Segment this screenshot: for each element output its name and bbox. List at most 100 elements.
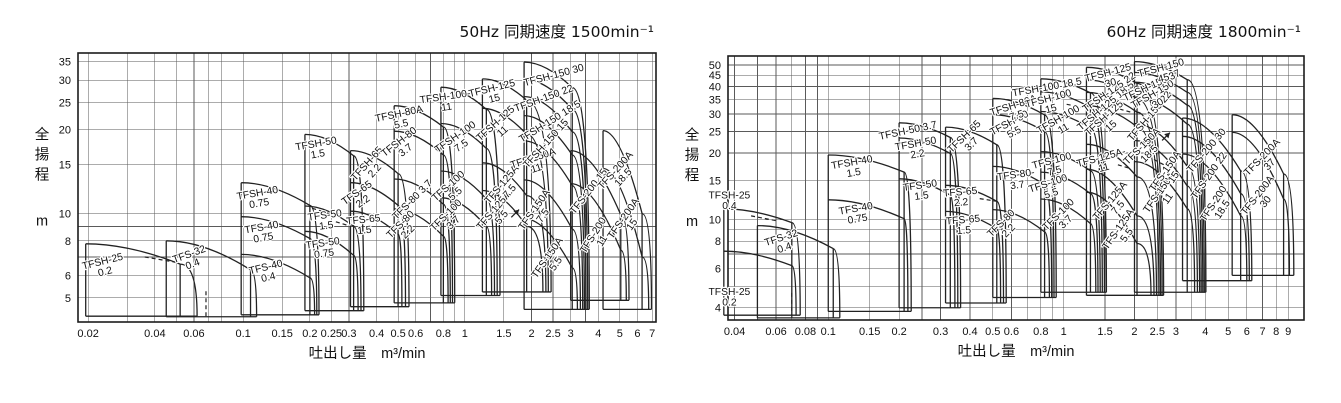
y-tick-label: 15 bbox=[59, 159, 71, 171]
pump-curve-TFS-80-2.2 bbox=[394, 208, 449, 303]
x-axis-label: 吐出し量 m³/min bbox=[309, 345, 426, 362]
x-tick-label: 0.2 bbox=[891, 326, 906, 338]
x-tick-label: 0.8 bbox=[1033, 326, 1048, 338]
pump-curve-TFSH-40-1.5 bbox=[828, 154, 912, 312]
pump-curve-TFS-200-15 bbox=[570, 149, 630, 301]
svg-text:TFS-501.5: TFS-501.5 bbox=[902, 178, 939, 204]
pump-curve-TFSH-125-22 bbox=[1086, 79, 1163, 296]
pump-regions-layer bbox=[723, 60, 1295, 319]
y-axis-label-char: 揚 bbox=[685, 147, 700, 164]
svg-text:TFS-320.4: TFS-320.4 bbox=[763, 228, 803, 259]
x-tick-label: 1 bbox=[462, 328, 468, 340]
pump-curve-TFSH-25-0.2 bbox=[85, 243, 198, 317]
dash-line bbox=[1153, 158, 1167, 167]
pump-region-label: TFS-501.5 bbox=[901, 177, 939, 204]
pump-region-label: TFSH-400.75 bbox=[235, 183, 281, 212]
y-axis-label-char: 全 bbox=[35, 126, 50, 144]
pump-curve-TFS-65-1.5 bbox=[350, 210, 403, 307]
pump-region-label: TFSH-502.2 bbox=[893, 134, 939, 163]
dash-line bbox=[979, 198, 997, 202]
y-tick-label: 8 bbox=[715, 236, 721, 248]
pump-curve-TFSH-100-11 bbox=[1040, 110, 1103, 293]
axis-labels-layer: 全揚程 m 吐出し量 m³/min bbox=[685, 126, 1075, 360]
x-tick-label: 0.5 bbox=[985, 326, 1000, 338]
x-tick-label: 0.6 bbox=[1004, 326, 1019, 338]
y-tick-label: 40 bbox=[709, 81, 721, 93]
svg-text:TFS-1007.5: TFS-1007.5 bbox=[1031, 151, 1076, 182]
x-tick-label: 0.3 bbox=[341, 328, 356, 340]
pump-curve-TFSH-150-45 bbox=[1134, 60, 1207, 293]
x-tick-label: 0.02 bbox=[77, 328, 98, 340]
pump-curve-TFS-150A-11 bbox=[1134, 160, 1196, 293]
pump-region-label: TFS-125A7.5 bbox=[482, 162, 530, 213]
pump-curve-TFS-125A--11 bbox=[1086, 143, 1158, 296]
x-tick-label: 1.5 bbox=[1097, 326, 1112, 338]
x-tick-label: 2 bbox=[529, 328, 535, 340]
svg-text:TFSH-502.2: TFSH-502.2 bbox=[894, 135, 939, 163]
pump-curve-TFS-80--3.7 bbox=[992, 165, 1053, 298]
x-tick-label: 8 bbox=[1273, 326, 1279, 338]
chart-title-60hz: 60Hz 同期速度 1800min⁻¹ bbox=[1106, 23, 1301, 41]
pump-curve-TFS-200-30 bbox=[1182, 117, 1253, 281]
x-tick-label: 6 bbox=[1244, 326, 1250, 338]
pump-region-label: TFS-200A15 bbox=[605, 195, 643, 242]
pump-curve-TFSH-125-15 bbox=[1086, 104, 1160, 296]
dash-line bbox=[750, 215, 777, 222]
pump-curve-TFSH-100-7.5 bbox=[440, 122, 498, 296]
dash-layer bbox=[750, 103, 1167, 318]
y-tick-label: 6 bbox=[715, 264, 721, 276]
pump-curve-TFSH-125-11 bbox=[482, 107, 549, 293]
pump-curve-TFS-150A-18.5 bbox=[1134, 122, 1201, 293]
x-tick-label: 0.5 bbox=[390, 328, 405, 340]
pump-curve-TFSH-150-30 bbox=[524, 61, 590, 310]
pump-region-label: TFSH-80A5.5 bbox=[373, 103, 426, 135]
x-tick-label: 0.06 bbox=[765, 326, 786, 338]
pump-curve-TFS-100-5.5 bbox=[440, 170, 496, 296]
dash-line bbox=[312, 207, 332, 215]
x-tick-label: 0.15 bbox=[859, 326, 880, 338]
pump-curve-TFS-40-0.75 bbox=[828, 199, 909, 312]
pump-region-label: TFS-400.75 bbox=[837, 200, 875, 228]
x-tick-label: 7 bbox=[1259, 326, 1265, 338]
svg-text:TFS-125A7.5: TFS-125A7.5 bbox=[483, 163, 530, 213]
tick-labels-layer: 0.04 0.06 0.08 0.1 0.15 0.2 0.3 0.4 0.5 0.6 0.8 1 1.… bbox=[709, 60, 1292, 338]
pump-curve-TFSH-150-22 bbox=[524, 78, 589, 310]
x-tick-label: 3 bbox=[1173, 326, 1179, 338]
y-axis-label-char: 全 bbox=[685, 126, 700, 144]
pump-curve-TFSH-100-18.5 bbox=[1040, 78, 1108, 293]
y-tick-label: 25 bbox=[59, 97, 71, 109]
chart-svg-60hz: TFSH-25 0.2 TFSH-25 0.4 TFS-320.4 TFS-400.75 T… bbox=[685, 55, 1305, 360]
pump-curve-TFS-150A-5.5 bbox=[524, 217, 579, 310]
pump-curve-TFS-125A-5.5 bbox=[482, 189, 544, 293]
pump-curve-TFS-80-3.7 bbox=[394, 178, 451, 303]
pump-curve-TFS-150A-15 bbox=[1134, 139, 1199, 293]
svg-text:TFS-501.5: TFS-501.5 bbox=[307, 208, 344, 234]
y-axis-label-char: 揚 bbox=[35, 147, 50, 164]
x-tick-label: 0.8 bbox=[436, 328, 451, 340]
pump-curve-TFSH-80A-7.5 bbox=[992, 97, 1057, 298]
pump-curve-TFSH-125-18.5 bbox=[1086, 91, 1162, 296]
x-tick-label: 0.4 bbox=[962, 326, 977, 338]
svg-text:TFSH-80A5.5: TFSH-80A5.5 bbox=[374, 104, 426, 135]
pump-curve-TFSH-40-0.75 bbox=[241, 182, 320, 315]
pump-regions-layer bbox=[85, 61, 653, 318]
pump-curve-TFS-80-2.2 bbox=[992, 208, 1051, 298]
y-tick-label: 20 bbox=[59, 124, 71, 136]
svg-text:TFS-651.5: TFS-651.5 bbox=[346, 213, 383, 238]
x-tick-label: 2 bbox=[1131, 326, 1137, 338]
x-tick-label: 0.04 bbox=[724, 326, 745, 338]
y-tick-label: 20 bbox=[709, 148, 721, 160]
pump-curve-TFSH-65-2.2 bbox=[350, 149, 410, 307]
x-tick-label: 6 bbox=[634, 328, 640, 340]
pump-region-label: TFSH-401.5 bbox=[829, 153, 875, 181]
pump-curve-TFSH-125-15 bbox=[482, 78, 552, 293]
x-axis-label: 吐出し量 m³/min bbox=[958, 343, 1075, 360]
dash-line bbox=[144, 256, 177, 263]
y-axis-label-char: 程 bbox=[35, 167, 50, 184]
pump-curve-TFS-40-0.75 bbox=[241, 216, 318, 315]
y-tick-label: 30 bbox=[709, 109, 721, 121]
chart-60hz: 60Hz 同期速度 1800min⁻¹ TFSH-25 0.2 TFSH-25 0.4… bbox=[670, 0, 1341, 403]
pump-curve-TFSH-150-15 bbox=[524, 114, 586, 310]
axis-labels-layer: 全揚程 m 吐出し量 m³/min bbox=[35, 126, 426, 363]
chart-title-50hz: 50Hz 同期速度 1500min⁻¹ bbox=[459, 23, 654, 41]
